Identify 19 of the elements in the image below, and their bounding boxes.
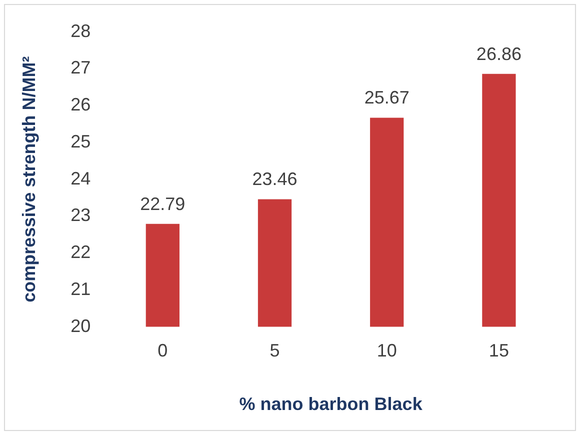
x-tick-label: 10	[376, 340, 397, 361]
y-tick-label: 21	[70, 278, 91, 299]
data-label: 23.46	[252, 169, 298, 190]
data-label: 26.86	[476, 44, 522, 64]
y-tick-label: 26	[70, 94, 91, 115]
x-tick-label: 0	[158, 340, 168, 361]
x-axis-title: % nano barbon Black	[239, 394, 424, 414]
y-tick-label: 27	[70, 58, 91, 78]
y-tick-label: 22	[70, 242, 91, 262]
data-label: 25.67	[364, 88, 410, 108]
data-label: 22.79	[140, 194, 186, 214]
x-tick-label: 5	[270, 340, 280, 361]
y-tick-label: 23	[70, 205, 91, 226]
x-tick-label: 15	[488, 340, 509, 361]
y-tick-label: 28	[70, 20, 91, 41]
y-tick-label: 24	[70, 168, 91, 188]
y-tick-label: 20	[70, 316, 91, 336]
y-axis-title: compressive strength N/MM²	[18, 56, 39, 302]
y-tick-label: 25	[70, 131, 91, 152]
